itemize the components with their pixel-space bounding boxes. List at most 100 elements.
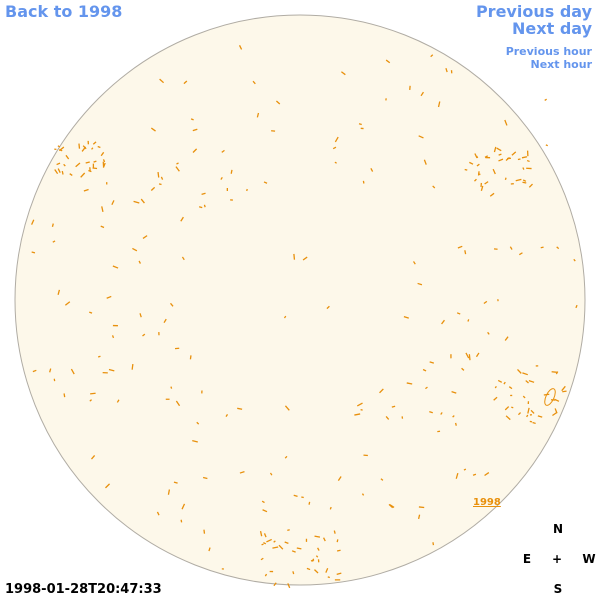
contour-speck xyxy=(63,393,66,398)
contour-speck xyxy=(429,410,433,414)
contour-speck xyxy=(529,420,533,423)
contour-speck xyxy=(57,289,61,295)
next-hour-link[interactable]: Next hour xyxy=(530,58,593,71)
contour-speck xyxy=(269,472,273,476)
contour-speck xyxy=(532,421,536,425)
contour-speck xyxy=(554,398,560,402)
contour-speck xyxy=(83,188,89,192)
contour-speck xyxy=(326,305,330,310)
magnetic-contours xyxy=(31,45,578,589)
contour-speck xyxy=(237,407,243,410)
contour-speck xyxy=(173,481,178,484)
contour-speck xyxy=(78,143,81,149)
contour-speck xyxy=(522,395,526,399)
contour-speck xyxy=(278,544,284,550)
back-link[interactable]: Back to 1998 xyxy=(5,2,123,21)
timestamp: 1998-01-28T20:47:33 xyxy=(5,582,162,597)
contour-speck xyxy=(93,160,97,163)
contour-speck xyxy=(31,219,35,225)
contour-speck xyxy=(203,204,206,208)
contour-speck xyxy=(261,543,264,546)
compass-east: E xyxy=(522,552,532,566)
contour-speck xyxy=(473,178,477,182)
contour-speck xyxy=(527,407,530,414)
contour-speck xyxy=(208,547,211,552)
contour-speck xyxy=(522,179,527,182)
contour-speck xyxy=(291,550,296,553)
contour-speck xyxy=(522,167,525,170)
contour-speck xyxy=(475,155,479,159)
contour-speck xyxy=(284,541,289,545)
contour-speck xyxy=(31,251,36,254)
contour-speck xyxy=(417,514,421,520)
previous-day-link[interactable]: Previous day xyxy=(475,2,592,21)
contour-speck xyxy=(116,399,120,403)
contour-loop xyxy=(544,388,556,406)
next-day-link[interactable]: Next day xyxy=(512,19,592,38)
contour-speck xyxy=(225,414,229,417)
contour-speck xyxy=(139,313,142,318)
contour-speck xyxy=(32,369,37,373)
contour-speck xyxy=(525,380,529,384)
contour-speck xyxy=(167,489,171,495)
contour-speck xyxy=(198,206,203,209)
contour-speck xyxy=(59,149,63,152)
contour-speck xyxy=(80,172,86,178)
contour-speck xyxy=(503,381,506,385)
contour-speck xyxy=(475,352,480,358)
contour-speck xyxy=(89,399,92,402)
contour-speck xyxy=(311,558,315,562)
contour-speck xyxy=(264,573,268,577)
contour-speck xyxy=(489,192,495,197)
contour-speck xyxy=(314,535,321,538)
contour-speck xyxy=(158,183,162,186)
contour-speck xyxy=(445,67,448,73)
contour-speck xyxy=(293,494,298,498)
contour-speck xyxy=(176,162,179,165)
contour-speck xyxy=(504,177,507,181)
contour-speck xyxy=(150,127,156,132)
contour-speck xyxy=(175,166,180,172)
contour-speck xyxy=(92,167,98,170)
contour-speck xyxy=(504,336,509,341)
contour-speck xyxy=(287,529,290,532)
contour-speck xyxy=(430,54,434,58)
contour-speck xyxy=(54,169,59,175)
contour-speck xyxy=(302,256,308,261)
contour-speck xyxy=(498,158,504,162)
contour-speck xyxy=(183,80,188,85)
contour-speck xyxy=(90,392,96,395)
contour-speck xyxy=(170,386,173,389)
contour-speck xyxy=(361,493,365,496)
compass-center: + xyxy=(551,552,563,566)
contour-speck xyxy=(283,315,287,319)
contour-speck xyxy=(332,146,337,150)
contour-speck xyxy=(418,135,424,139)
previous-hour-link[interactable]: Previous hour xyxy=(505,45,592,58)
contour-speck xyxy=(561,385,566,392)
contour-speck xyxy=(509,246,513,250)
contour-speck xyxy=(202,476,208,480)
region-link[interactable]: 1998 xyxy=(473,497,501,508)
contour-speck xyxy=(545,144,549,147)
contour-speck xyxy=(337,476,342,482)
contour-speck xyxy=(454,422,457,426)
contour-speck xyxy=(497,379,503,383)
contour-speck xyxy=(526,159,530,163)
contour-speck xyxy=(423,159,427,165)
contour-speck xyxy=(301,496,304,499)
contour-speck xyxy=(159,78,165,84)
contour-speck xyxy=(429,361,435,364)
contour-speck xyxy=(472,473,477,476)
contour-speck xyxy=(551,371,558,373)
contour-speck xyxy=(334,136,339,143)
contour-speck xyxy=(480,185,484,191)
contour-speck xyxy=(263,533,267,538)
contour-speck xyxy=(252,80,256,85)
contour-speck xyxy=(57,145,61,148)
contour-speck xyxy=(239,471,245,474)
contour-speck xyxy=(441,319,445,325)
contour-speck xyxy=(142,235,148,239)
contour-speck xyxy=(259,531,263,537)
